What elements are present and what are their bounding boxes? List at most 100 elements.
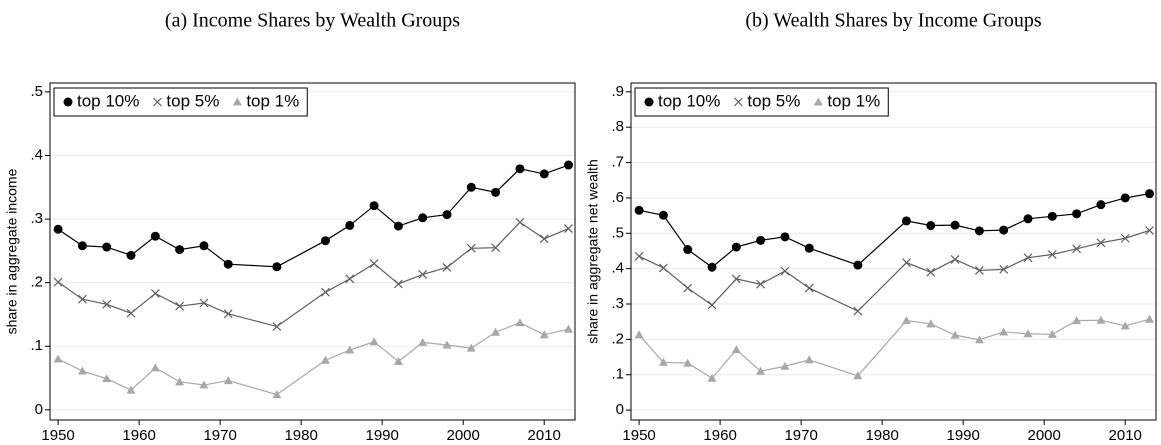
y-tick-label: .2 (611, 330, 624, 347)
marker-x (1145, 226, 1154, 235)
legend-marker (733, 97, 743, 107)
marker-x (102, 299, 112, 309)
marker-circle (804, 243, 814, 253)
marker-x (53, 277, 63, 287)
y-tick-label: .1 (611, 366, 624, 383)
legend-label: top 10% (77, 91, 139, 110)
marker-circle (345, 220, 355, 230)
marker-triangle (1120, 321, 1130, 330)
marker-circle (126, 250, 136, 260)
marker-circle (1096, 200, 1106, 210)
y-axis-label: share in aggregate net wealth (585, 159, 601, 343)
marker-x (272, 322, 282, 331)
marker-x (707, 300, 717, 310)
legend-label: top 1% (827, 91, 880, 110)
marker-triangle (102, 374, 112, 383)
marker-triangle (1096, 315, 1106, 324)
marker-x (77, 294, 87, 304)
marker-circle (901, 216, 911, 226)
y-tick-label: 0 (35, 401, 43, 418)
x-tick-label: 1960 (703, 427, 736, 444)
marker-triangle (901, 316, 911, 325)
marker-circle (707, 262, 717, 272)
marker-x (950, 255, 960, 264)
marker-circle (418, 213, 428, 223)
y-tick-label: .9 (611, 83, 624, 100)
marker-circle (1023, 214, 1033, 224)
marker-x (564, 224, 573, 234)
marker-circle (999, 225, 1009, 235)
marker-triangle (780, 361, 790, 370)
marker-triangle (539, 330, 549, 339)
marker-triangle (393, 357, 403, 366)
marker-circle (1047, 211, 1057, 221)
marker-x (853, 306, 863, 316)
marker-circle (780, 232, 790, 242)
marker-triangle (707, 373, 717, 382)
marker-x (369, 259, 379, 269)
marker-triangle (853, 371, 863, 380)
marker-circle (393, 221, 403, 231)
marker-x (442, 262, 452, 272)
marker-x (974, 265, 984, 275)
marker-x (731, 274, 741, 284)
legend-label: top 5% (747, 91, 800, 110)
marker-triangle (658, 357, 668, 366)
marker-circle (466, 182, 476, 192)
marker-x (199, 298, 209, 308)
legend-marker (152, 97, 162, 107)
plot-frame (49, 82, 576, 421)
series-line (638, 193, 1150, 268)
marker-triangle (442, 340, 452, 349)
y-tick-label: .7 (611, 154, 624, 171)
marker-circle (564, 160, 574, 170)
legend-marker (644, 97, 654, 107)
marker-triangle (1023, 329, 1033, 338)
x-tick-label: 1980 (865, 427, 898, 444)
marker-triangle (175, 377, 185, 386)
x-tick-label: 1960 (122, 427, 155, 444)
marker-triangle (731, 345, 741, 354)
x-tick-label: 1980 (284, 427, 317, 444)
y-tick-label: .2 (30, 274, 43, 291)
marker-x (491, 243, 501, 253)
legend-box (53, 87, 308, 117)
marker-circle (634, 205, 644, 215)
marker-x (1096, 238, 1106, 248)
marker-x (1120, 233, 1130, 243)
marker-x (126, 308, 136, 318)
marker-triangle (804, 355, 814, 364)
x-tick-label: 2010 (528, 427, 561, 444)
marker-triangle (53, 354, 63, 363)
marker-circle (1072, 209, 1082, 219)
marker-x (515, 217, 525, 227)
marker-circle (658, 210, 668, 220)
marker-circle (175, 245, 185, 255)
marker-x (175, 301, 185, 311)
marker-triangle (1047, 329, 1057, 338)
marker-triangle (564, 324, 574, 333)
marker-triangle (272, 390, 282, 399)
y-tick-label: 0 (616, 401, 624, 418)
marker-x (756, 279, 766, 289)
marker-x (466, 243, 476, 253)
marker-x (150, 289, 160, 298)
legend-label: top 1% (246, 91, 299, 110)
y-tick-label: .6 (611, 189, 624, 206)
marker-x (804, 283, 814, 293)
y-axis-label: share in aggregate income (4, 168, 20, 334)
marker-circle (974, 226, 984, 236)
x-tick-label: 2010 (1109, 427, 1142, 444)
marker-triangle (515, 318, 525, 327)
marker-circle (1120, 193, 1130, 203)
y-tick-label: .4 (611, 260, 624, 277)
marker-x (658, 263, 668, 273)
marker-circle (102, 242, 112, 252)
marker-circle (442, 210, 452, 220)
marker-circle (926, 221, 936, 231)
marker-x (999, 264, 1009, 274)
series-line (638, 229, 1150, 312)
marker-circle (199, 241, 209, 251)
x-tick-label: 1950 (622, 427, 655, 444)
